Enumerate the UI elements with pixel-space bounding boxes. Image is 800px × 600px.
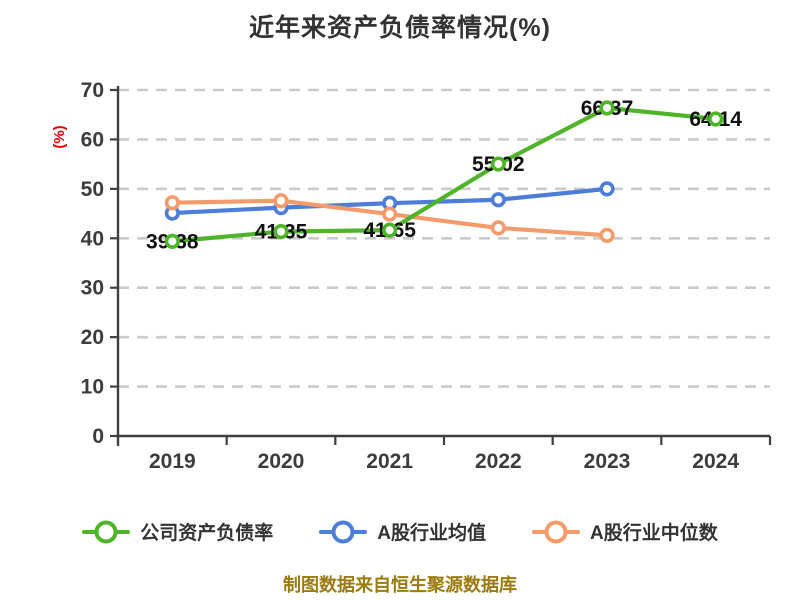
chart-footer-note: 制图数据来自恒生聚源数据库 bbox=[283, 575, 517, 595]
data-point-marker bbox=[708, 111, 724, 127]
y-tick-label: 30 bbox=[81, 277, 104, 300]
legend-item-company-ratio: 公司资产负债率 bbox=[82, 518, 273, 545]
data-point-marker bbox=[164, 195, 180, 211]
y-tick-label: 50 bbox=[81, 178, 104, 201]
legend-item-industry-median: A股行业中位数 bbox=[532, 518, 718, 545]
legend: 公司资产负债率 A股行业均值 A股行业中位数 bbox=[0, 518, 800, 545]
data-point-marker bbox=[490, 156, 506, 172]
legend-label: 公司资产负债率 bbox=[140, 523, 274, 544]
data-point-marker bbox=[490, 192, 506, 208]
data-point-marker bbox=[599, 100, 615, 116]
y-tick-label: 10 bbox=[81, 376, 104, 399]
x-tick-label: 2020 bbox=[258, 450, 305, 473]
data-point-marker bbox=[599, 181, 615, 197]
series-line-0 bbox=[172, 105, 716, 244]
chart-title: 近年来资产负债率情况(%) bbox=[249, 14, 551, 42]
legend-item-industry-mean: A股行业均值 bbox=[319, 518, 486, 545]
y-axis-unit-label: (%) bbox=[51, 125, 68, 148]
x-tick-label: 2023 bbox=[584, 450, 631, 473]
y-tick-label: 0 bbox=[92, 425, 104, 448]
legend-label: A股行业均值 bbox=[377, 523, 486, 544]
data-point-marker bbox=[490, 220, 506, 236]
x-tick-label: 2019 bbox=[149, 450, 196, 473]
x-tick-label: 2021 bbox=[366, 450, 413, 473]
x-tick-label: 2024 bbox=[692, 450, 739, 473]
legend-line-circle-icon bbox=[82, 519, 131, 545]
chart-canvas: 0 10 20 30 40 50 60 70 2019 2020 2021 2022 2023 2024 (… bbox=[51, 79, 772, 473]
y-tick-label: 20 bbox=[81, 326, 104, 349]
legend-label: A股行业中位数 bbox=[590, 523, 718, 544]
legend-line-circle-icon bbox=[319, 519, 368, 545]
y-tick-label: 60 bbox=[81, 128, 104, 151]
data-point-marker bbox=[273, 193, 289, 209]
legend-line-circle-icon bbox=[532, 519, 580, 545]
x-tick-label: 2022 bbox=[475, 450, 522, 473]
data-point-marker bbox=[164, 233, 180, 249]
y-tick-label: 40 bbox=[81, 227, 104, 250]
y-tick-label: 70 bbox=[81, 79, 104, 102]
data-point-marker bbox=[382, 206, 398, 222]
data-point-marker bbox=[599, 227, 615, 243]
data-point-marker bbox=[273, 224, 289, 240]
data-point-marker bbox=[382, 222, 398, 238]
